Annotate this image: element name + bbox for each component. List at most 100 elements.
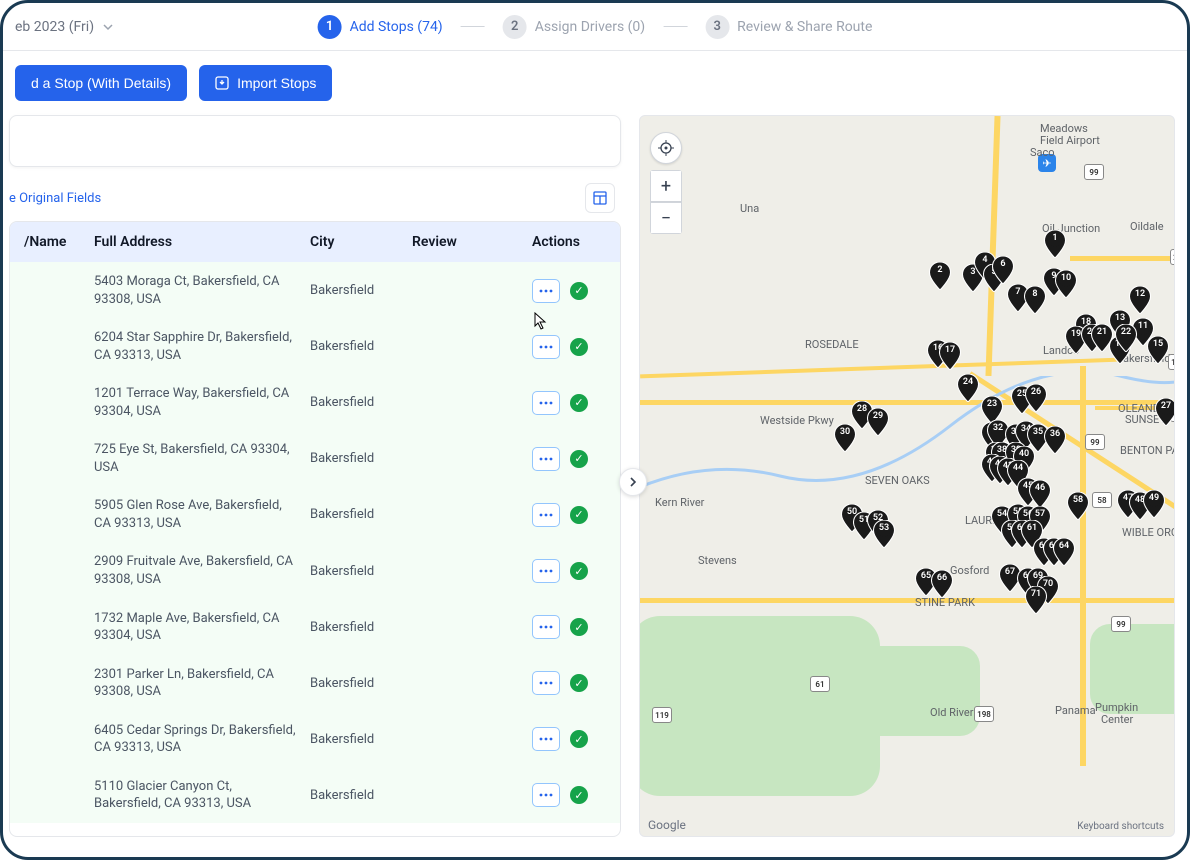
row-address: 725 Eye St, Bakersfield, CA 93304, USA [94,441,310,476]
map-pin[interactable]: 24 [957,374,979,402]
step-1-add-stops[interactable]: 1 Add Stops (74) [318,15,443,39]
address-col-header[interactable]: Full Address [94,234,310,250]
map-pin[interactable]: 64 [1053,538,1075,566]
button-row: d a Stop (With Details) Import Stops [3,51,1187,115]
map-pin[interactable]: 58 [1067,492,1089,520]
map-pin[interactable]: 2 [929,262,951,290]
map-pin[interactable]: 30 [834,424,856,452]
add-stop-button[interactable]: d a Stop (With Details) [15,65,187,101]
locate-button[interactable] [650,132,682,164]
map-pin[interactable]: 66 [931,570,953,598]
row-actions-button[interactable] [532,559,560,583]
step-2-circle: 2 [503,15,527,39]
row-address: 2909 Fruitvale Ave, Bakersfield, CA 9330… [94,553,310,588]
row-actions-button[interactable] [532,391,560,415]
row-address: 6405 Cedar Springs Dr, Bakersfield, CA 9… [94,722,310,757]
map-label: ROSEDALE [805,338,859,351]
map-park [1090,624,1175,714]
columns-button[interactable] [585,183,615,213]
hide-original-fields-link[interactable]: e Original Fields [9,191,101,206]
table-row[interactable]: 6204 Star Sapphire Dr, Bakersfield, CA 9… [10,318,620,374]
map-pin[interactable]: 10 [1055,270,1077,298]
table-row[interactable]: 1732 Maple Ave, Bakersfield, CA 93304, U… [10,599,620,655]
step-2-label: Assign Drivers (0) [535,19,645,35]
row-address: 5110 Glacier Canyon Ct, Bakersfield, CA … [94,778,310,813]
route-shield: 99 [1084,164,1104,180]
review-col-header[interactable]: Review [412,234,532,250]
map-pin[interactable]: 12 [1129,286,1151,314]
zoom-out-button[interactable]: − [650,202,682,234]
zoom-in-button[interactable]: + [650,170,682,202]
map-label: Panama [1055,704,1096,717]
row-actions-button[interactable] [532,727,560,751]
map-road [1070,256,1175,261]
table-row[interactable]: 5110 Glacier Canyon Ct, Bakersfield, CA … [10,767,620,823]
google-logo: Google [648,818,686,832]
row-actions-button[interactable] [532,279,560,303]
city-col-header[interactable]: City [310,234,412,250]
table-body[interactable]: 5403 Moraga Ct, Bakersfield, CA 93308, U… [10,262,620,836]
map[interactable]: + − ✈ Google Keyboard shortcuts SacoMead… [639,115,1175,837]
step-2-assign-drivers[interactable]: 2 Assign Drivers (0) [503,15,645,39]
table-row[interactable]: 2301 Parker Ln, Bakersfield, CA 93308, U… [10,655,620,711]
map-pin[interactable]: 17 [939,342,961,370]
row-city: Bakersfield [310,507,412,522]
step-divider [663,26,687,27]
map-label: Field Airport [1040,134,1100,147]
table-row[interactable]: 725 Eye St, Bakersfield, CA 93304, USA B… [10,430,620,486]
import-stops-button[interactable]: Import Stops [199,65,332,101]
map-park [840,646,980,736]
map-pin[interactable]: 71 [1025,586,1047,614]
pin-number: 22 [1115,327,1137,337]
map-pin[interactable]: 15 [1147,336,1169,364]
table-row[interactable]: 5905 Glen Rose Ave, Bakersfield, CA 9331… [10,486,620,542]
table-row[interactable]: 2909 Fruitvale Ave, Bakersfield, CA 9330… [10,542,620,598]
airport-icon[interactable]: ✈ [1038,154,1056,172]
pin-number: 6 [992,259,1014,269]
map-road [985,116,1000,376]
table-row[interactable]: 6405 Cedar Springs Dr, Bakersfield, CA 9… [10,711,620,767]
dots-icon [539,457,553,461]
row-actions-button[interactable] [532,615,560,639]
route-shield: 99 [1111,616,1131,632]
step-3-review-share[interactable]: 3 Review & Share Route [705,15,872,39]
map-pin[interactable]: 46 [1029,480,1051,508]
row-actions-button[interactable] [532,335,560,359]
name-col-header[interactable]: /Name [24,234,66,250]
collapse-panel-button[interactable] [619,468,647,496]
stepper: 1 Add Stops (74) 2 Assign Drivers (0) 3 … [318,15,873,39]
map-label: Oildale [1130,220,1164,233]
table-header: /Name Full Address City Review Actions [10,222,620,262]
pin-number: 46 [1029,483,1051,493]
map-pin[interactable]: 22 [1115,324,1137,352]
map-pin[interactable]: 26 [1025,384,1047,412]
pin-number: 1 [1044,233,1066,243]
map-pin[interactable]: 49 [1143,490,1165,518]
map-pin[interactable]: 21 [1091,324,1113,352]
route-shield: 58 [1092,492,1112,508]
row-actions-button[interactable] [532,503,560,527]
row-actions-button[interactable] [532,671,560,695]
map-controls: + − [650,132,682,234]
row-address: 1201 Terrace Way, Bakersfield, CA 93304,… [94,385,310,420]
map-pin[interactable]: 1 [1044,230,1066,258]
map-pin[interactable]: 29 [867,408,889,436]
row-actions-button[interactable] [532,447,560,471]
map-pin[interactable]: 27 [1155,398,1175,426]
table-row[interactable]: 5403 Moraga Ct, Bakersfield, CA 93308, U… [10,262,620,318]
search-address-input[interactable] [9,115,621,167]
pin-number: 71 [1025,589,1047,599]
table-row[interactable]: 1201 Terrace Way, Bakersfield, CA 93304,… [10,374,620,430]
row-address: 2301 Parker Ln, Bakersfield, CA 93308, U… [94,666,310,701]
map-pin[interactable]: 6 [992,256,1014,284]
map-pin[interactable]: 53 [873,520,895,548]
step-3-circle: 3 [705,15,729,39]
map-pin[interactable]: 36 [1044,426,1066,454]
route-shield: 198 [974,706,994,722]
date-picker[interactable]: eb 2023 (Fri) [15,19,114,35]
import-icon [215,76,229,90]
row-city: Bakersfield [310,564,412,579]
row-actions-button[interactable] [532,783,560,807]
check-icon: ✓ [570,506,588,524]
pin-number: 10 [1055,273,1077,283]
